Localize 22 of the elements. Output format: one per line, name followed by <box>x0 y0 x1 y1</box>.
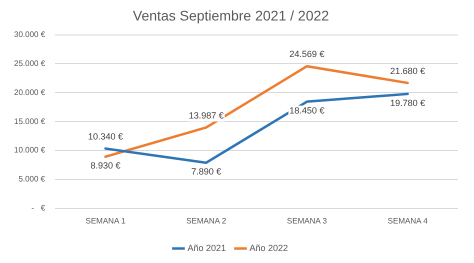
data-label: 19.780 € <box>390 98 426 108</box>
y-tick-label: 5.000 € <box>18 174 46 184</box>
y-tick-label: 30.000 € <box>14 30 46 40</box>
y-tick-label: - € <box>31 204 46 213</box>
data-label: 8.930 € <box>90 160 121 171</box>
data-label: 10.340 € <box>88 132 124 142</box>
y-tick-label: 20.000 € <box>14 88 46 97</box>
legend-label: Año 2021 <box>187 242 226 253</box>
y-tick-label: 15.000 € <box>14 116 46 126</box>
y-tick-label: 10.000 € <box>14 146 46 155</box>
x-tick-label: SEMANA 2 <box>186 216 227 226</box>
legend-label: Año 2022 <box>250 242 288 253</box>
chart-title: Ventas Septiembre 2021 / 2022 <box>132 7 330 24</box>
x-tick-label: SEMANA 1 <box>85 216 126 226</box>
data-label: 13.987 € <box>188 110 224 120</box>
data-label: 18.450 € <box>289 106 324 116</box>
y-tick-label: 25.000 € <box>14 58 46 68</box>
data-label: 24.569 € <box>289 49 324 60</box>
data-label: 7.890 € <box>191 166 222 177</box>
data-label: 21.680 € <box>390 66 426 76</box>
x-tick-label: SEMANA 3 <box>286 216 328 226</box>
x-tick-label: SEMANA 4 <box>388 216 428 226</box>
